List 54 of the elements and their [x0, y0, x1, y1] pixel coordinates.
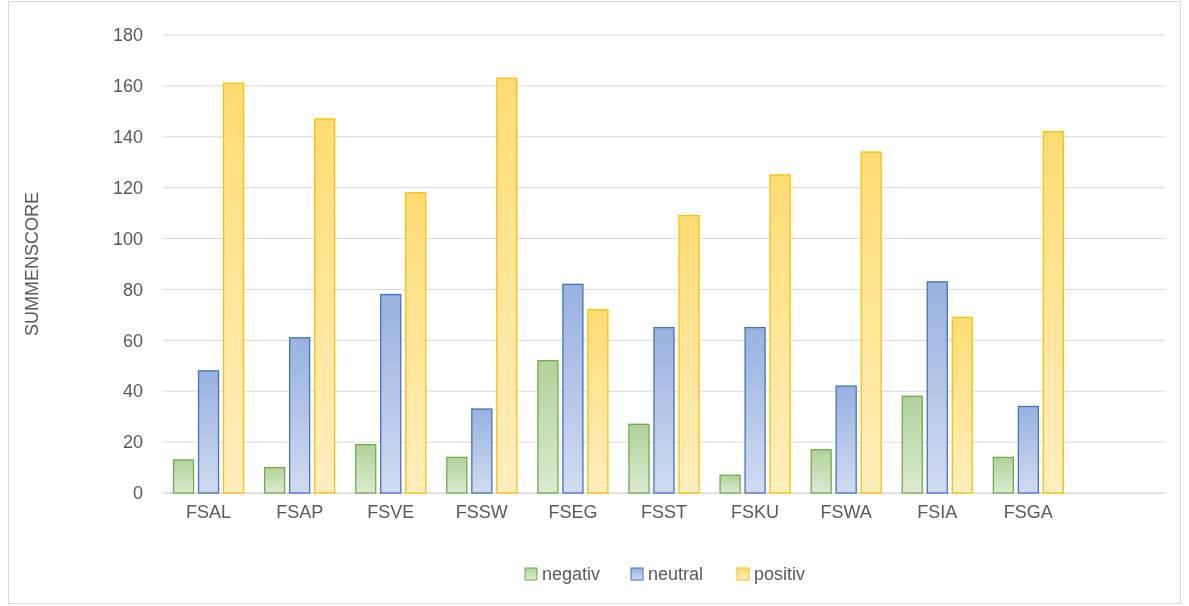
- bar: [446, 456, 468, 494]
- y-tick-label: 80: [122, 279, 143, 300]
- bar: [471, 408, 493, 494]
- bar: [263, 466, 286, 494]
- bar: [769, 174, 791, 494]
- y-axis-title: SUMMENSCORE: [22, 191, 42, 337]
- bar: [172, 459, 195, 494]
- y-tick-label: 180: [112, 25, 143, 46]
- x-tick-label: FSSW: [455, 501, 508, 522]
- x-tick-label: FSGA: [1003, 501, 1053, 522]
- bar: [1042, 131, 1065, 494]
- legend-label: neutral: [648, 564, 704, 584]
- bar: [222, 82, 245, 494]
- x-tick-label: FSKU: [731, 501, 780, 522]
- bar: [288, 337, 311, 494]
- bar: [587, 309, 609, 494]
- y-tick-label: 40: [122, 381, 143, 402]
- bar: [992, 456, 1015, 494]
- bar: [719, 474, 741, 494]
- x-tick-label: FSEG: [548, 501, 598, 522]
- bar: [951, 316, 973, 494]
- x-tick-label: FSIA: [917, 501, 958, 522]
- bar: [744, 326, 766, 494]
- x-tick-label: FSAL: [186, 501, 232, 522]
- bar: [380, 293, 402, 494]
- y-tick-label: 120: [112, 177, 143, 198]
- bar: [901, 395, 923, 494]
- bar: [496, 77, 518, 494]
- bar: [653, 326, 675, 494]
- y-tick-label: 160: [112, 76, 143, 97]
- y-tick-label: 0: [132, 483, 143, 504]
- bar: [355, 444, 377, 494]
- x-tick-label: FSAP: [276, 501, 324, 522]
- bar: [313, 118, 336, 494]
- x-tick-label: FSST: [640, 501, 688, 522]
- bar: [1017, 405, 1040, 494]
- legend-label: negativ: [542, 564, 601, 584]
- y-tick-label: 140: [112, 127, 143, 148]
- legend-label: positiv: [754, 564, 806, 584]
- y-tick-label: 100: [112, 228, 143, 249]
- bar: [835, 385, 857, 494]
- bar: [860, 151, 882, 494]
- bar: [197, 370, 220, 494]
- bar: [678, 215, 700, 494]
- bar: [628, 423, 650, 494]
- y-tick-label: 20: [122, 432, 143, 453]
- bar: [926, 281, 948, 494]
- bar: [405, 192, 427, 494]
- y-tick-label: 60: [122, 330, 143, 351]
- x-tick-label: FSVE: [367, 501, 415, 522]
- bar: [562, 283, 584, 494]
- bar: [810, 449, 832, 494]
- x-tick-label: FSWA: [820, 501, 872, 522]
- bar: [537, 360, 559, 494]
